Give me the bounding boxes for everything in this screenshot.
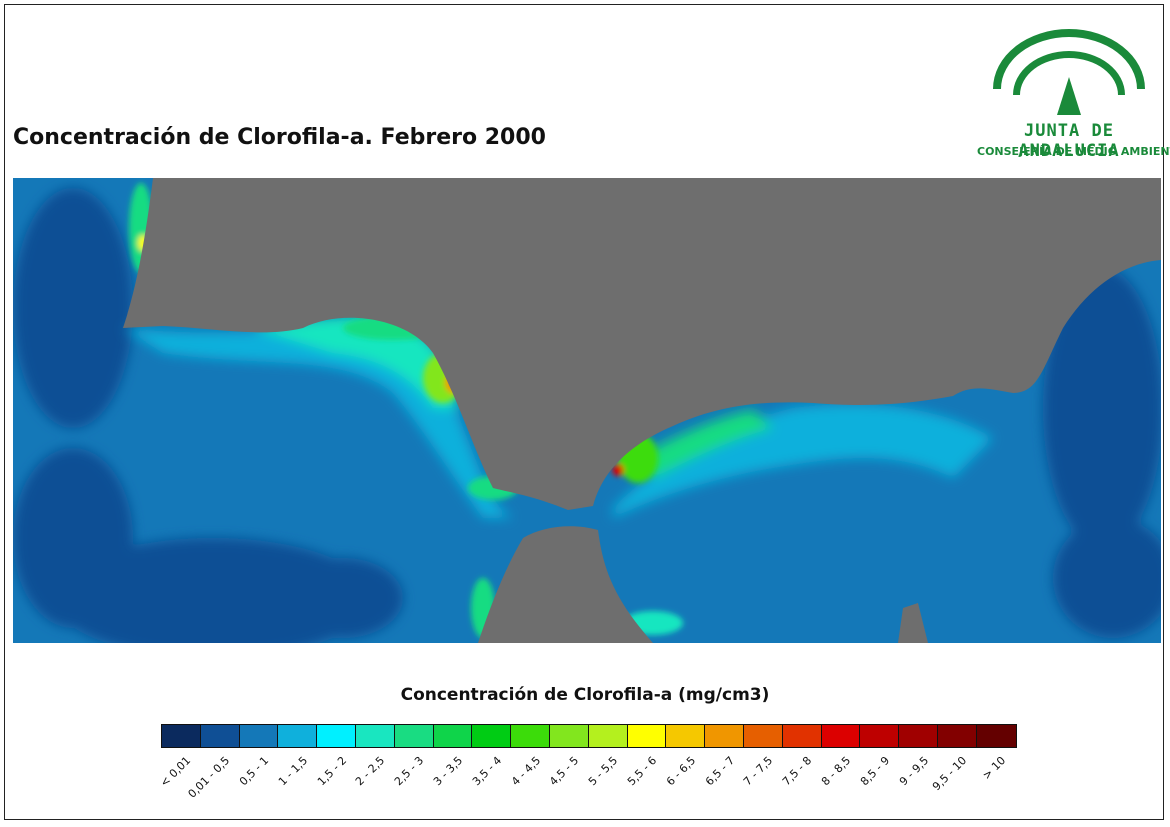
legend-swatch — [666, 725, 706, 747]
legend-class-label: 6,5 - 7 — [702, 754, 737, 789]
legend-swatch — [976, 725, 1016, 747]
legend-class-label: 9 - 9,5 — [896, 754, 931, 789]
legend-color-bar — [161, 724, 1017, 748]
legend-swatch — [394, 725, 434, 747]
page-title: Concentración de Clorofila-a. Febrero 20… — [13, 125, 546, 150]
chlorophyll-map — [13, 178, 1161, 643]
legend-swatch — [433, 725, 473, 747]
legend-swatch — [743, 725, 783, 747]
legend-swatch — [549, 725, 589, 747]
legend-swatch — [937, 725, 977, 747]
legend-class-label: 0,5 - 1 — [236, 754, 272, 789]
junta-de-andalucia-logo: JUNTA DE ANDALUCIA CONSEJERÍA DE MEDIO A… — [977, 13, 1170, 165]
legend-class-label: 1,5 - 2 — [314, 754, 349, 789]
legend-class-label: < 0,01 — [158, 754, 194, 790]
legend-swatch — [705, 725, 744, 747]
legend-class-label: 2 - 2,5 — [353, 754, 388, 789]
legend-class-label: 7 - 7,5 — [741, 754, 776, 789]
legend-swatch — [278, 725, 318, 747]
legend-swatch — [355, 725, 395, 747]
legend-swatch — [782, 725, 822, 747]
legend-class-label: 1 - 1,5 — [275, 754, 310, 789]
legend-swatch — [200, 725, 240, 747]
legend-class-label: 7,5 - 8 — [780, 754, 815, 789]
logo-department: CONSEJERÍA DE MEDIO AMBIENTE — [977, 145, 1170, 158]
legend-class-label: 4,5 - 5 — [547, 754, 582, 789]
legend-class-label: 3 - 3,5 — [430, 754, 466, 789]
legend-class-label: 2,5 - 3 — [392, 754, 427, 789]
land-masses — [123, 178, 1161, 643]
legend-class-label: 3,5 - 4 — [469, 754, 504, 789]
legend-class-label: 6 - 6,5 — [663, 754, 698, 789]
legend-swatch — [472, 725, 512, 747]
legend-swatch — [821, 725, 861, 747]
legend-swatch — [511, 725, 550, 747]
legend-swatch — [899, 725, 938, 747]
legend-swatch — [860, 725, 900, 747]
legend-class-label: 9,5 - 10 — [930, 754, 970, 794]
legend-class-label: 0,01 - 0,5 — [185, 754, 233, 801]
legend-swatch — [317, 725, 356, 747]
legend-swatch — [162, 725, 201, 747]
legend-swatch — [588, 725, 628, 747]
legend-class-label: 8,5 - 9 — [857, 754, 892, 789]
logo-emblem-icon — [993, 29, 1145, 115]
legend-class-label: 5 - 5,5 — [586, 754, 621, 789]
low-concentration-patches — [13, 188, 1161, 643]
legend-title: Concentración de Clorofila-a (mg/cm3) — [400, 685, 770, 705]
legend-class-label: 5,5 - 6 — [624, 754, 660, 789]
legend-swatch — [627, 725, 667, 747]
legend-swatch — [239, 725, 279, 747]
map-sheet: Concentración de Clorofila-a. Febrero 20… — [4, 4, 1170, 820]
legend-class-label: 4 - 4,5 — [508, 754, 543, 789]
legend-class-label: > 10 — [980, 754, 1009, 783]
legend-class-label: 8 - 8,5 — [818, 754, 854, 789]
logo-name: JUNTA DE ANDALUCIA — [1018, 121, 1120, 161]
